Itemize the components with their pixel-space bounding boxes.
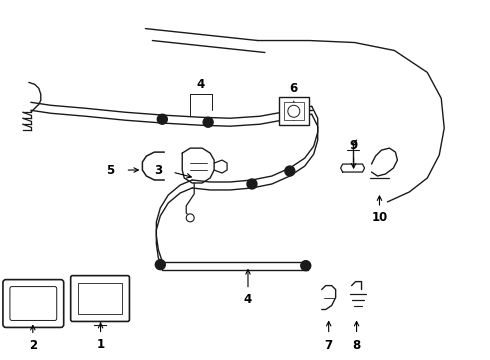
Text: 8: 8: [352, 339, 361, 352]
Circle shape: [247, 179, 257, 189]
Text: 1: 1: [97, 338, 105, 351]
Text: 9: 9: [349, 139, 358, 152]
Text: 10: 10: [371, 211, 388, 224]
Text: 4: 4: [196, 78, 204, 91]
Text: 6: 6: [290, 82, 298, 95]
Circle shape: [301, 261, 311, 271]
Circle shape: [155, 260, 165, 270]
Bar: [284, 102, 304, 120]
Circle shape: [203, 117, 213, 127]
Text: 2: 2: [29, 339, 37, 352]
FancyBboxPatch shape: [3, 280, 64, 328]
Circle shape: [186, 214, 194, 222]
FancyBboxPatch shape: [279, 97, 309, 125]
Text: 4: 4: [244, 293, 252, 306]
FancyBboxPatch shape: [71, 276, 129, 321]
Bar: [77, 283, 122, 315]
Text: 5: 5: [106, 163, 115, 176]
Circle shape: [157, 114, 167, 124]
Text: 7: 7: [324, 339, 333, 352]
Circle shape: [285, 166, 295, 176]
FancyBboxPatch shape: [10, 287, 57, 320]
Text: 3: 3: [154, 163, 162, 176]
Circle shape: [288, 105, 300, 117]
